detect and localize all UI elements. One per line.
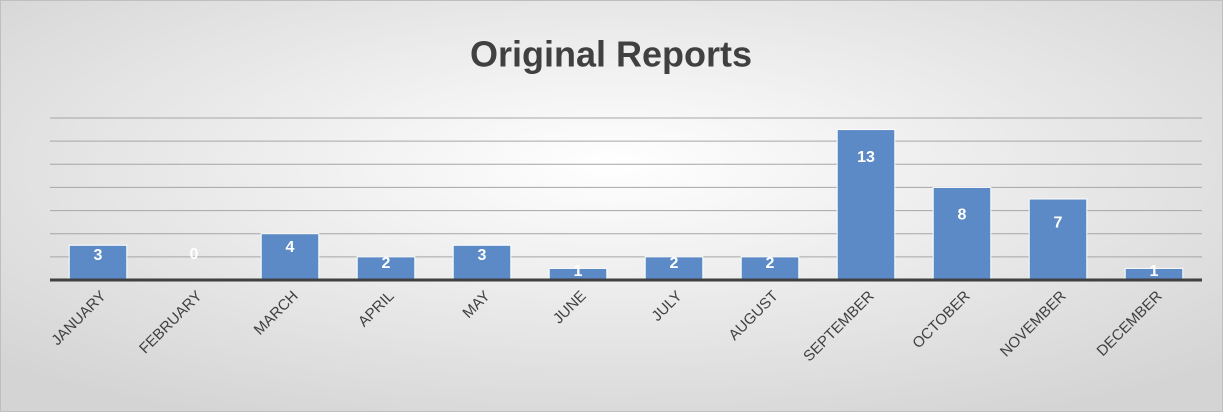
- data-label: 0: [190, 246, 199, 263]
- data-label: 7: [1054, 215, 1063, 232]
- bar: [836, 129, 896, 281]
- data-label: 3: [94, 247, 103, 264]
- data-label: 8: [958, 206, 967, 223]
- data-label: 2: [382, 255, 391, 272]
- chart-title: Original Reports: [470, 34, 752, 75]
- data-label: 13: [857, 149, 875, 166]
- data-label: 1: [1150, 263, 1159, 280]
- data-label: 4: [286, 239, 295, 256]
- bar: [932, 186, 992, 281]
- bar: [1028, 198, 1088, 281]
- data-label: 1: [574, 263, 583, 280]
- data-label: 3: [478, 247, 487, 264]
- bar: [260, 233, 320, 281]
- bar: [452, 244, 512, 281]
- data-label: 2: [670, 255, 679, 272]
- data-label: 2: [766, 255, 775, 272]
